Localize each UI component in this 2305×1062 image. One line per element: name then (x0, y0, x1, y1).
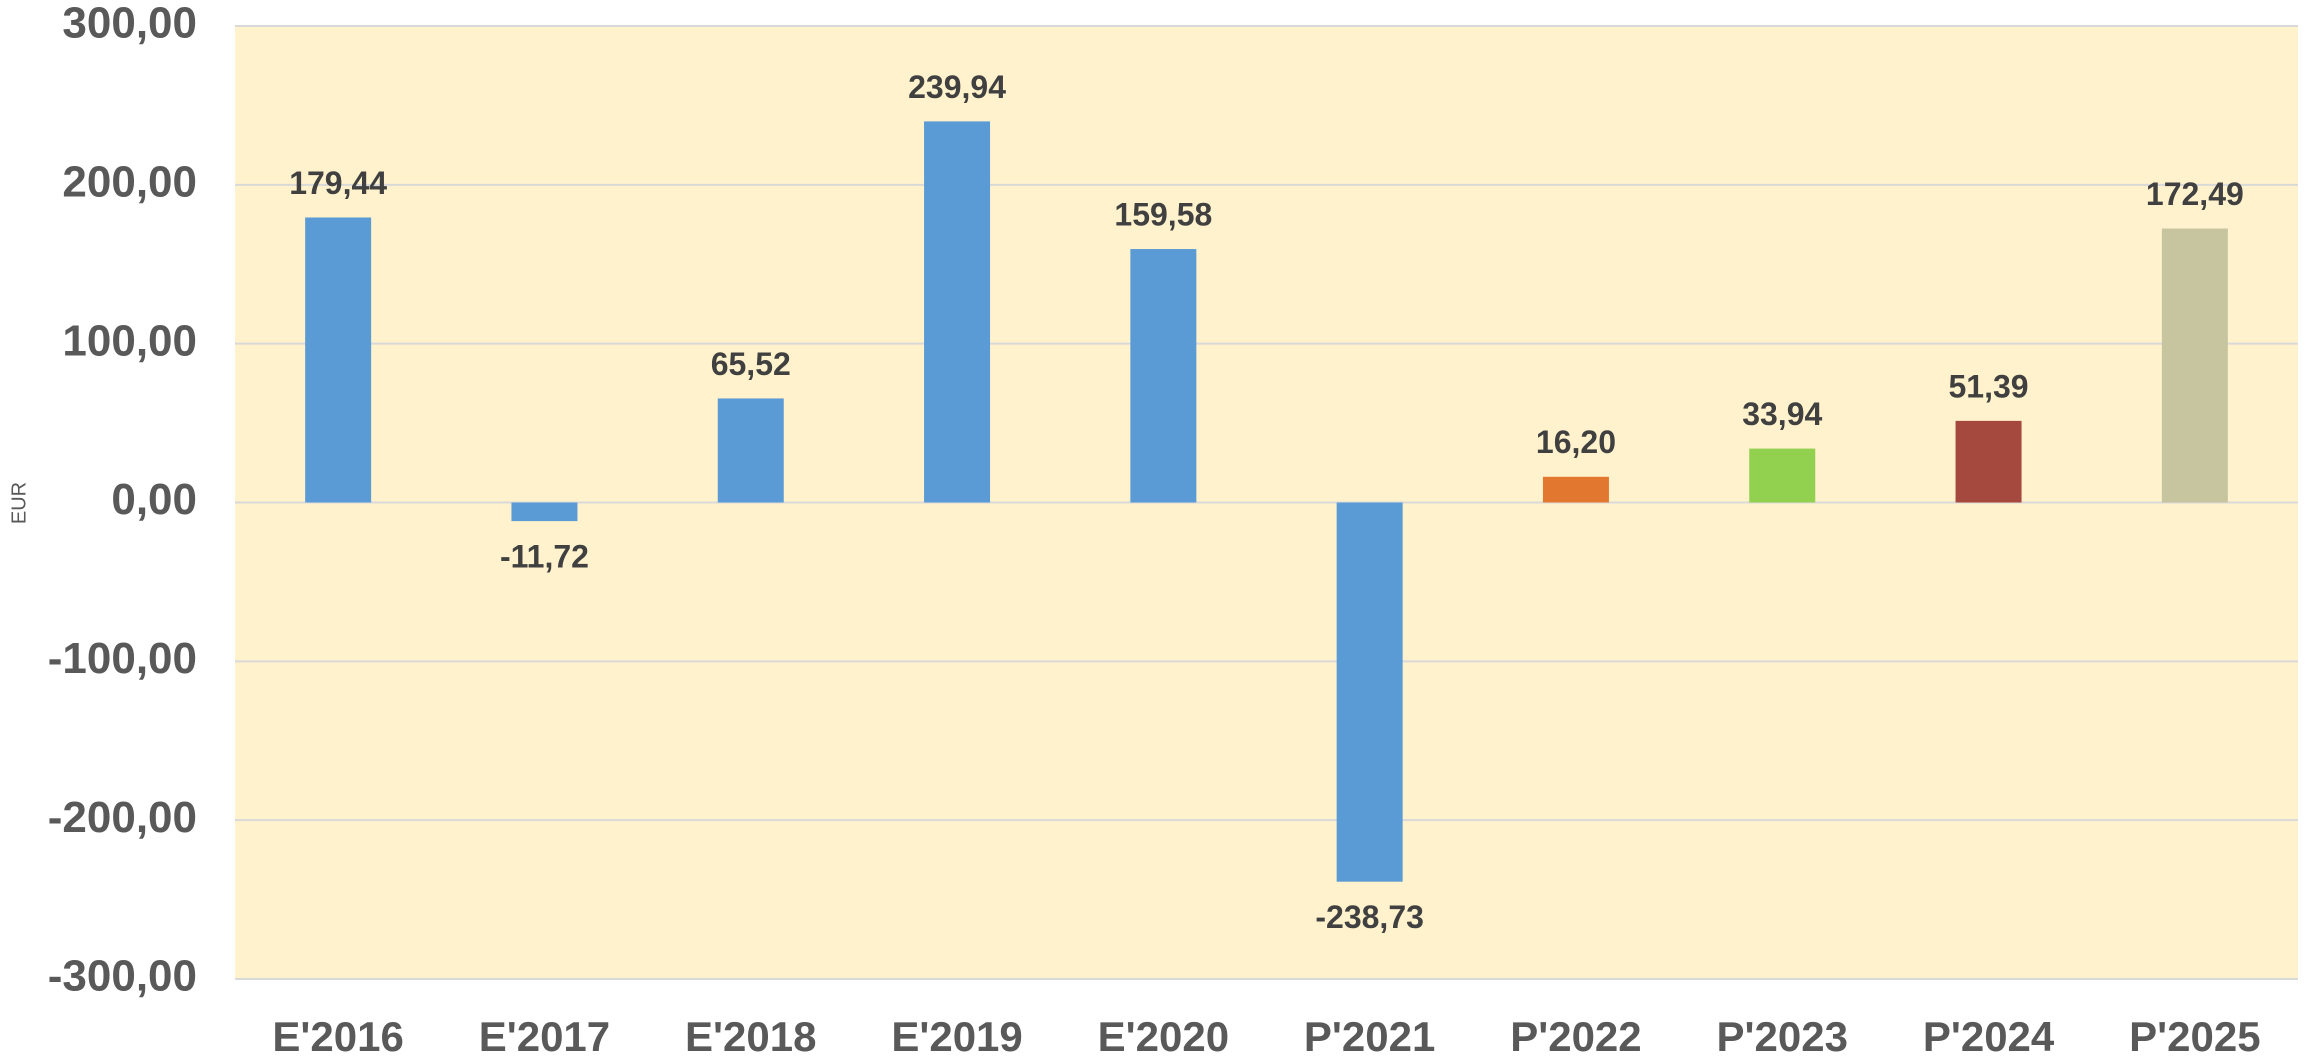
bar (1955, 420, 2022, 503)
y-tick-label: 200,00 (62, 157, 197, 206)
bar (924, 121, 991, 503)
x-tick-label: P'2023 (1717, 1013, 1848, 1060)
x-tick-label: P'2022 (1510, 1013, 1641, 1060)
x-tick-label: E'2017 (479, 1013, 610, 1060)
bar (1542, 476, 1609, 503)
x-tick-label: E'2016 (272, 1013, 403, 1060)
data-label: 172,49 (2146, 176, 2244, 212)
x-tick-label: E'2020 (1098, 1013, 1229, 1060)
data-label: 239,94 (908, 69, 1006, 105)
data-label: 65,52 (711, 346, 791, 382)
bar (1130, 249, 1197, 503)
data-label: -11,72 (500, 539, 589, 575)
data-label: 51,39 (1949, 368, 2029, 404)
y-tick-label: -300,00 (48, 952, 197, 1001)
bar (2161, 228, 2228, 503)
y-tick-label: -200,00 (48, 793, 197, 842)
y-axis-label: EUR (8, 482, 30, 524)
y-tick-label: 300,00 (62, 0, 197, 48)
bar (511, 502, 578, 522)
bar (1336, 502, 1403, 882)
data-label: 159,58 (1114, 196, 1212, 232)
x-tick-label: P'2025 (2129, 1013, 2260, 1060)
data-label: -238,73 (1315, 899, 1424, 935)
bar (305, 217, 372, 503)
y-tick-label: 0,00 (111, 475, 197, 524)
data-label: 179,44 (289, 165, 387, 201)
x-tick-label: P'2021 (1304, 1013, 1435, 1060)
bar (1749, 448, 1816, 503)
x-tick-label: E'2018 (685, 1013, 816, 1060)
data-label: 33,94 (1742, 396, 1822, 432)
x-tick-label: E'2019 (891, 1013, 1022, 1060)
y-tick-label: 100,00 (62, 316, 197, 365)
data-label: 16,20 (1536, 424, 1616, 460)
x-tick-label: P'2024 (1923, 1013, 2055, 1060)
y-tick-label: -100,00 (48, 634, 197, 683)
bar (717, 398, 784, 503)
